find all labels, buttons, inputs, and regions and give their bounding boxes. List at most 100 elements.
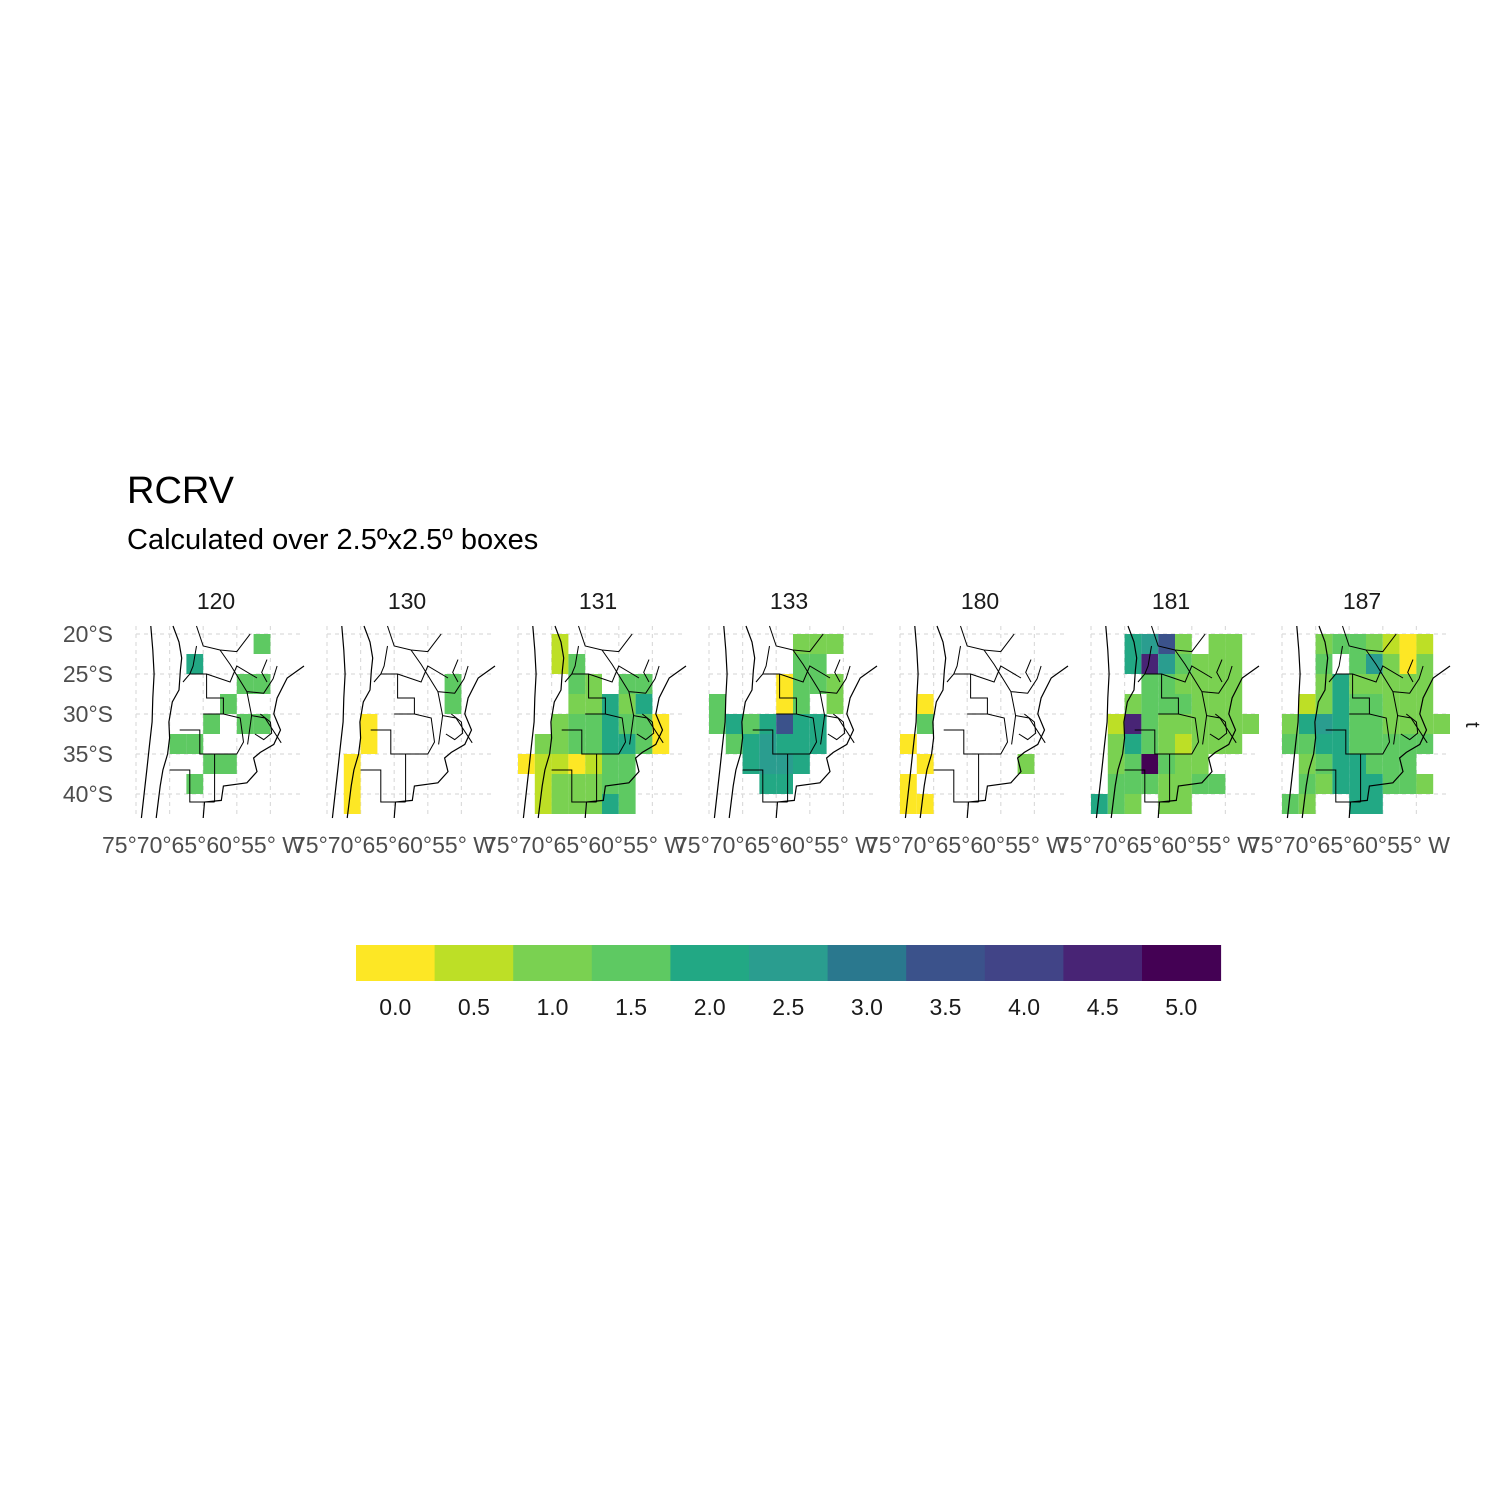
heatmap-cell <box>568 794 586 814</box>
heatmap-cell <box>916 714 934 734</box>
heatmap-cell <box>1416 654 1434 674</box>
heatmap-cell <box>776 774 793 794</box>
heatmap-cell <box>709 714 726 734</box>
heatmap-cell <box>1124 634 1142 654</box>
heatmap-cell <box>1349 694 1366 714</box>
admin-boundary-line <box>445 713 464 741</box>
heatmap-cell <box>1225 634 1243 654</box>
heatmap-cell <box>1349 794 1366 814</box>
x-tick-labels: 75°70°65°60°55° W <box>675 832 877 858</box>
heatmap-cell <box>1141 714 1159 734</box>
heatmap-cell <box>759 754 777 774</box>
heatmap-cell <box>186 774 204 794</box>
heatmap-cell <box>1141 634 1159 654</box>
heatmap-cell <box>809 634 827 654</box>
heatmap-cell <box>1208 654 1226 674</box>
heatmap-cell <box>1349 634 1366 654</box>
admin-boundary-line <box>978 713 1009 755</box>
heatmap-cell <box>1366 734 1383 754</box>
admin-boundary-line <box>596 713 627 755</box>
heatmap-cell <box>618 754 636 774</box>
heatmap-cell <box>1175 794 1192 814</box>
heatmap-cell <box>602 794 619 814</box>
pacific-coastline <box>1286 625 1301 819</box>
facet-panel-130: 130 75°70°65°60°55° W <box>293 588 496 858</box>
heatmap-cell <box>602 694 619 714</box>
heatmap-cell <box>1191 754 1209 774</box>
admin-boundary-line <box>1174 649 1233 694</box>
heatmap-cell <box>1158 734 1175 754</box>
heatmap-cell <box>618 734 636 754</box>
legend-swatch <box>513 945 593 981</box>
heatmap-cell <box>1349 734 1366 754</box>
heatmap-cell <box>1158 774 1175 794</box>
heatmap-cell <box>1416 634 1434 654</box>
facet-label: 187 <box>1343 588 1381 614</box>
heatmap-cell <box>1298 714 1316 734</box>
admin-boundary-line <box>410 649 469 694</box>
heatmap-cell <box>203 714 220 734</box>
heatmap-cell <box>1158 654 1175 674</box>
heatmap-cell <box>1382 754 1400 774</box>
admin-boundary-line <box>1011 715 1017 745</box>
heatmap-cell <box>585 674 602 694</box>
heatmap-cell <box>602 714 619 734</box>
heatmap-cell <box>1332 714 1350 734</box>
heatmap-cell <box>1399 654 1417 674</box>
heatmap-cell <box>1416 714 1434 734</box>
admin-boundary-line <box>588 665 640 683</box>
chart-subtitle: Calculated over 2.5ºx2.5º boxes <box>127 524 539 556</box>
heatmap-cell <box>793 674 810 694</box>
heatmap-cell <box>742 734 760 754</box>
heatmap-cell <box>1382 634 1400 654</box>
admin-boundary-line <box>1161 665 1213 683</box>
admin-boundary-line <box>219 649 278 694</box>
legend-break-label: 4.0 <box>1008 994 1040 1020</box>
heatmap-cell <box>793 754 810 774</box>
admin-boundary-line <box>246 691 282 744</box>
andes-border-line <box>537 625 565 819</box>
y-tick-label: 35°S <box>63 741 113 767</box>
admin-boundary-line <box>452 659 459 683</box>
legend-swatch <box>749 945 829 981</box>
heatmap-cell <box>203 754 220 774</box>
heatmap-cell <box>793 694 810 714</box>
heatmap-cell <box>793 634 810 654</box>
heatmap-cell <box>776 754 793 774</box>
heatmap-cell <box>186 654 204 674</box>
heatmap-cell <box>900 774 917 794</box>
heatmap-cell <box>1382 774 1400 794</box>
heatmap-cell <box>568 774 586 794</box>
admin-boundary-line <box>970 665 1022 683</box>
y-tick-label: 25°S <box>63 661 113 687</box>
admin-boundary-line <box>551 769 597 803</box>
heatmap-cell <box>1124 754 1142 774</box>
admin-boundary-line <box>1325 729 1362 802</box>
heatmap-cell <box>1158 674 1175 694</box>
heatmap-cell <box>709 694 726 714</box>
admin-boundary-line <box>1328 645 1343 683</box>
heatmap-cell <box>1349 674 1366 694</box>
legend-break-label: 5.0 <box>1165 994 1197 1020</box>
admin-boundary-line <box>578 625 633 653</box>
facet-label: 130 <box>388 588 426 614</box>
heatmap-cell <box>551 654 569 674</box>
facet-panel-120: 120 75°70°65°60°55° W <box>102 588 305 858</box>
admin-boundary-line <box>1134 729 1171 802</box>
admin-boundary-line <box>247 715 253 745</box>
heatmap-cell <box>220 694 237 714</box>
admin-boundary-line <box>189 673 224 715</box>
heatmap-cell <box>1382 674 1400 694</box>
heatmap-cell <box>1382 734 1400 754</box>
admin-boundary-line <box>561 729 598 802</box>
x-tick-labels: 75°70°65°60°55° W <box>484 832 686 858</box>
heatmap-cell <box>1298 794 1316 814</box>
heatmap-cell <box>1141 774 1159 794</box>
heatmap-cell <box>618 694 636 714</box>
heatmap-cell <box>236 674 254 694</box>
admin-boundary-line <box>827 713 846 741</box>
facet-label: 120 <box>197 588 235 614</box>
y-tick-label: 20°S <box>63 621 113 647</box>
heatmap-cell <box>1208 694 1226 714</box>
